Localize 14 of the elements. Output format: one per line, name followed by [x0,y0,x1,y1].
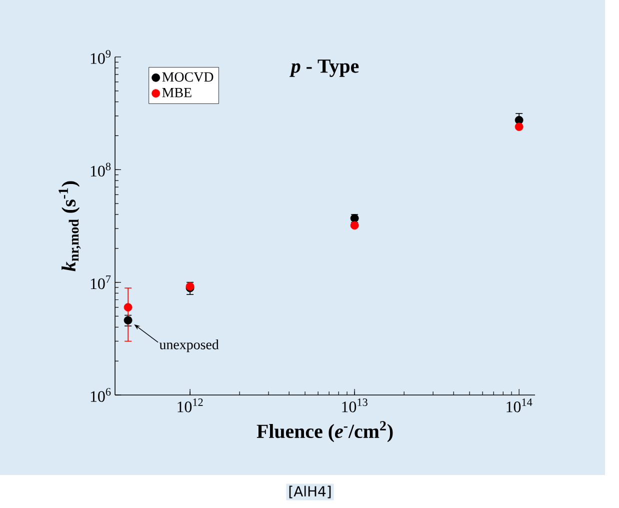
text: [AlH4] [289,486,331,498]
legend-label: MBE [162,88,192,98]
chart-title: p - Type [289,60,359,77]
x-axis-title: Fluence (e$^{-}$/cm$^{2}$) [256,421,393,442]
y-tick-label: 10$^{9}$ [90,50,111,64]
y-tick-label: 10$^{8}$ [90,162,111,177]
x-tick-label: 10$^{14}$ [506,398,532,412]
x-tick-label: 10$^{13}$ [342,398,368,412]
y-tick-label: 10$^{7}$ [90,275,111,290]
legend-label: MOCVD [162,72,214,82]
y-axis-title: k$_{nr,mod}$ (s$^{-1}$) [58,181,81,272]
y-tick-label: 10$^{6}$ [90,388,111,402]
annotation: unexposed [159,340,219,352]
x-tick-label: 10$^{12}$ [178,398,203,412]
